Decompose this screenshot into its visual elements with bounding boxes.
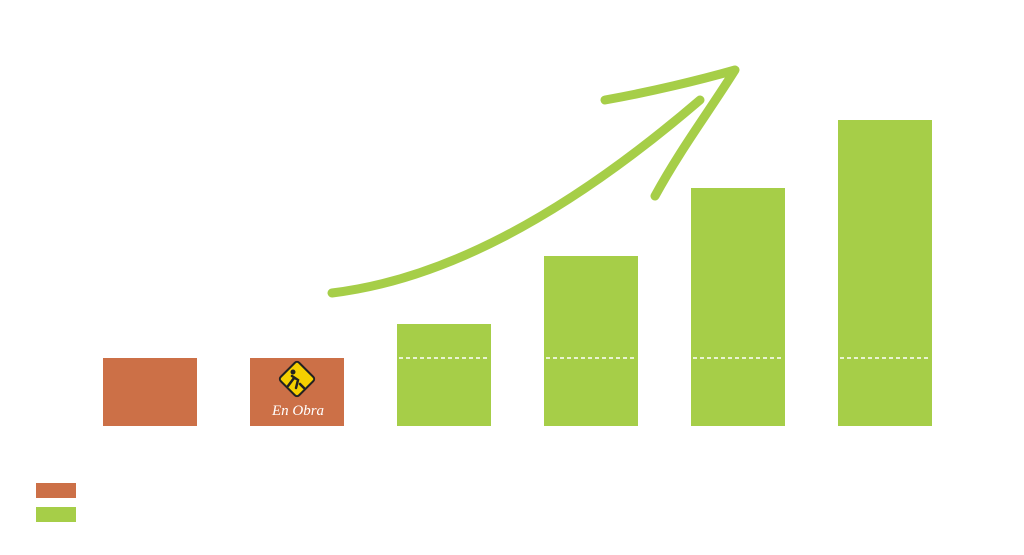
work-sign <box>278 360 316 398</box>
growth-arrow <box>327 65 740 298</box>
legend-swatch <box>36 507 76 522</box>
legend-swatch <box>36 483 76 498</box>
bar <box>397 324 491 426</box>
plot <box>103 120 932 426</box>
bar <box>691 188 785 426</box>
annotation: En Obra <box>271 403 324 419</box>
bar <box>544 256 638 426</box>
bar <box>103 358 197 426</box>
bar <box>838 120 932 426</box>
